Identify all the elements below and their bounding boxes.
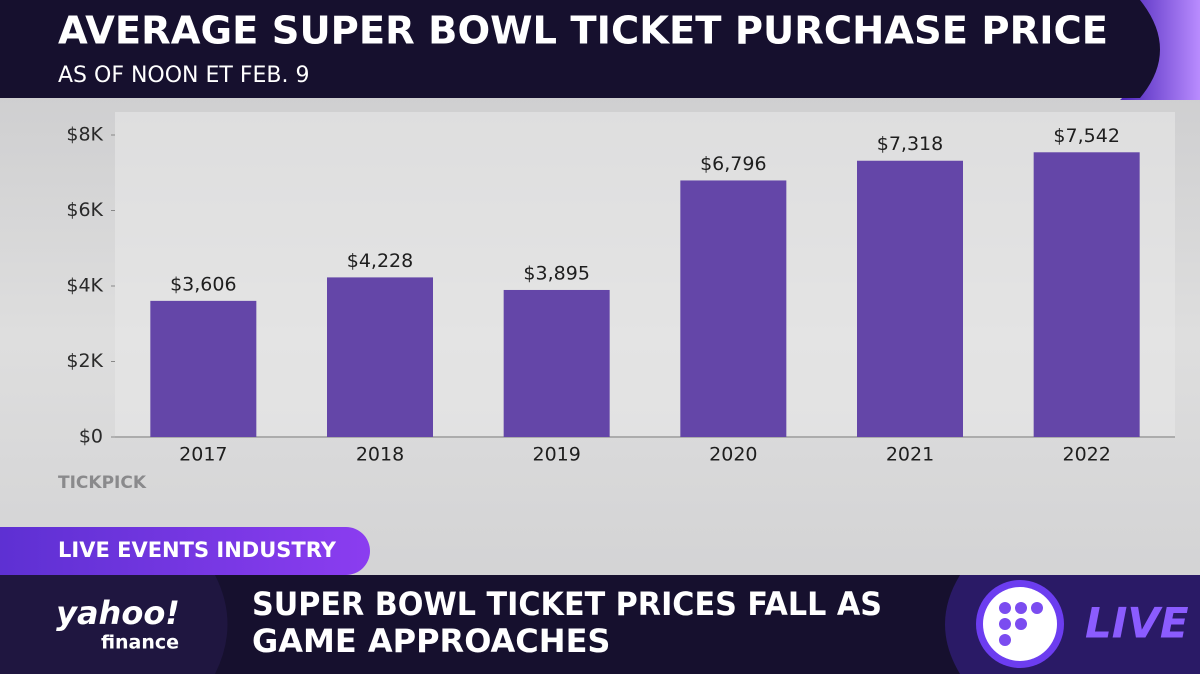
- tag: LIVE EVENTS INDUSTRY: [58, 538, 337, 562]
- value-label: $3,895: [523, 262, 589, 284]
- bar: [680, 180, 787, 438]
- value-label: $3,606: [170, 273, 236, 295]
- value-label: $6,796: [700, 153, 766, 175]
- bar: [1033, 152, 1140, 438]
- bar: [503, 289, 610, 437]
- bar: [327, 277, 433, 437]
- title-banner: [0, 0, 1160, 98]
- chart-subtitle: AS OF NOON ET FEB. 9: [58, 63, 309, 88]
- bar: [150, 300, 257, 437]
- y-tick-label: $4K: [66, 275, 103, 297]
- x-tick-label: 2019: [532, 444, 580, 466]
- plot-area: [115, 112, 1175, 438]
- source: TICKPICK: [58, 473, 147, 493]
- headline-line: SUPER BOWL TICKET PRICES FALL AS: [252, 585, 882, 623]
- value-label: $7,542: [1053, 125, 1119, 147]
- logo-panel: [0, 575, 228, 674]
- headline-line: GAME APPROACHES: [252, 622, 610, 660]
- plot: $0 $2K $4K $6K $8K $3,606 2017 $4,228 2018 $3,895…: [66, 124, 1175, 466]
- logo-dots: [999, 602, 1043, 646]
- x-tick-label: 2022: [1062, 444, 1110, 466]
- live-label: LIVE: [1085, 599, 1189, 648]
- x-tick-label: 2018: [356, 444, 404, 466]
- banner-edge: [1120, 0, 1200, 100]
- brand: yahoo!: [56, 594, 180, 632]
- value-label: $7,318: [877, 133, 943, 155]
- tag-pill: [0, 527, 370, 575]
- brand-sub: finance: [101, 632, 179, 654]
- chart-title: AVERAGE SUPER BOWL TICKET PURCHASE PRICE: [58, 9, 1108, 53]
- y-tick-label: $0: [79, 426, 103, 448]
- x-tick-label: 2021: [886, 444, 934, 466]
- y-tick-label: $6K: [66, 199, 103, 221]
- x-tick-label: 2020: [709, 444, 757, 466]
- bar: [857, 160, 963, 438]
- value-label: $4,228: [347, 250, 413, 272]
- x-tick-label: 2017: [179, 444, 227, 466]
- y-tick-label: $8K: [66, 124, 103, 146]
- y-tick-label: $2K: [66, 350, 103, 372]
